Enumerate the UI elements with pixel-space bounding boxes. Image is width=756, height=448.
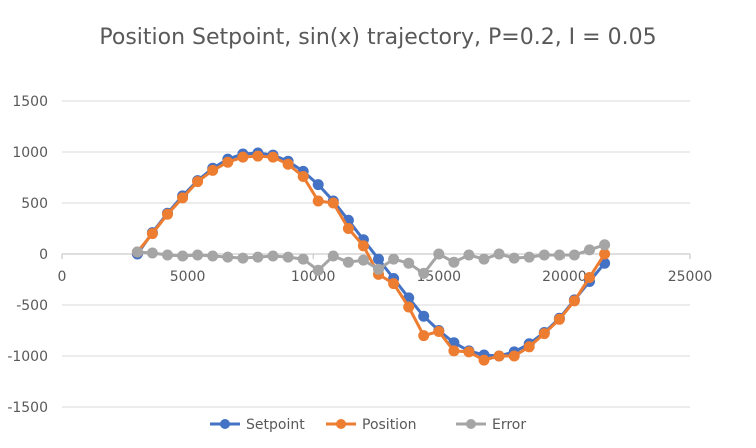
data-point-position — [568, 295, 580, 307]
data-point-error — [282, 251, 294, 263]
data-point-error — [237, 252, 249, 264]
legend-label: Setpoint — [246, 417, 305, 433]
y-tick-label: -1000 — [7, 349, 48, 365]
data-point-position — [508, 350, 520, 362]
x-tick-label: 0 — [58, 269, 67, 285]
data-point-position — [146, 228, 158, 240]
data-point-position — [418, 330, 430, 342]
x-axis-ticks: 0 5000 10000 15000 20000 25000 — [58, 269, 713, 285]
legend-item-error: Error — [456, 417, 526, 433]
data-point-error — [192, 249, 204, 261]
data-point-position — [493, 350, 505, 362]
data-point-error — [312, 264, 324, 276]
legend-item-position: Position — [326, 417, 417, 433]
y-axis-ticks: 1500 1000 500 0 -500 -1000 -1500 — [7, 94, 48, 416]
data-point-position — [599, 248, 611, 260]
data-point-error — [553, 249, 565, 261]
data-point-error — [373, 263, 384, 275]
data-point-error — [493, 248, 505, 260]
data-point-error — [523, 251, 535, 263]
data-point-error — [538, 249, 550, 261]
data-point-position — [584, 272, 595, 283]
data-point-error — [463, 249, 475, 261]
data-point-position — [237, 151, 249, 163]
y-tick-label: -1500 — [7, 400, 48, 416]
data-point-position — [327, 197, 339, 209]
data-point-error — [388, 253, 400, 265]
y-tick-label: 1500 — [12, 94, 48, 110]
data-point-position — [282, 158, 294, 170]
data-point-error — [342, 256, 354, 268]
legend-item-setpoint: Setpoint — [210, 417, 305, 433]
data-point-error — [162, 249, 173, 261]
data-point-position — [463, 346, 475, 358]
x-tick-label: 10000 — [291, 269, 336, 285]
series-error — [131, 239, 611, 279]
data-point-error — [418, 267, 430, 279]
data-point-position — [433, 326, 445, 337]
data-point-error — [267, 250, 279, 262]
series-layer — [131, 147, 611, 366]
data-point-error — [327, 250, 339, 262]
y-tick-label: 500 — [21, 196, 48, 212]
data-point-position — [448, 345, 460, 357]
y-tick-label: 0 — [39, 247, 48, 263]
data-point-error — [584, 244, 595, 256]
chart-title: Position Setpoint, sin(x) trajectory, P=… — [99, 25, 656, 50]
y-tick-label: 1000 — [12, 145, 48, 161]
data-point-position — [478, 354, 490, 366]
data-point-setpoint — [312, 179, 324, 191]
data-point-error — [403, 257, 415, 269]
data-point-error — [222, 251, 234, 263]
legend: Setpoint Position Error — [210, 417, 526, 433]
legend-label: Error — [492, 417, 526, 433]
legend-swatch-marker — [220, 419, 230, 429]
data-point-position — [297, 171, 309, 182]
x-tick-label: 20000 — [542, 269, 587, 285]
data-point-error — [297, 253, 309, 265]
data-point-position — [553, 313, 565, 325]
data-point-error — [146, 247, 158, 259]
data-point-position — [538, 328, 550, 340]
data-point-error — [357, 254, 369, 266]
data-point-setpoint — [418, 310, 430, 322]
data-point-setpoint — [373, 253, 384, 265]
data-point-error — [478, 253, 490, 265]
data-point-position — [357, 240, 369, 252]
data-point-position — [523, 341, 535, 353]
legend-swatch-marker — [336, 419, 346, 429]
data-point-error — [131, 246, 143, 258]
data-point-position — [192, 176, 204, 188]
x-tick-label: 25000 — [668, 269, 713, 285]
data-point-error — [252, 251, 264, 263]
data-point-position — [312, 195, 324, 207]
data-point-error — [508, 252, 520, 264]
data-point-position — [403, 301, 415, 313]
data-point-error — [448, 256, 460, 268]
data-point-position — [267, 151, 279, 163]
x-tick-label: 5000 — [170, 269, 206, 285]
data-point-position — [388, 278, 400, 290]
data-point-position — [162, 208, 173, 220]
series-position — [131, 150, 611, 366]
data-point-position — [177, 192, 189, 204]
data-point-position — [252, 150, 264, 162]
y-tick-label: -500 — [16, 298, 48, 314]
data-point-error — [568, 249, 580, 261]
data-point-error — [177, 250, 189, 262]
legend-label: Position — [362, 417, 417, 433]
legend-swatch-marker — [466, 419, 476, 429]
data-point-position — [207, 164, 219, 176]
data-point-position — [342, 223, 354, 234]
data-point-position — [222, 156, 234, 168]
data-point-error — [599, 239, 611, 251]
data-point-error — [207, 250, 219, 262]
data-point-error — [433, 248, 445, 260]
